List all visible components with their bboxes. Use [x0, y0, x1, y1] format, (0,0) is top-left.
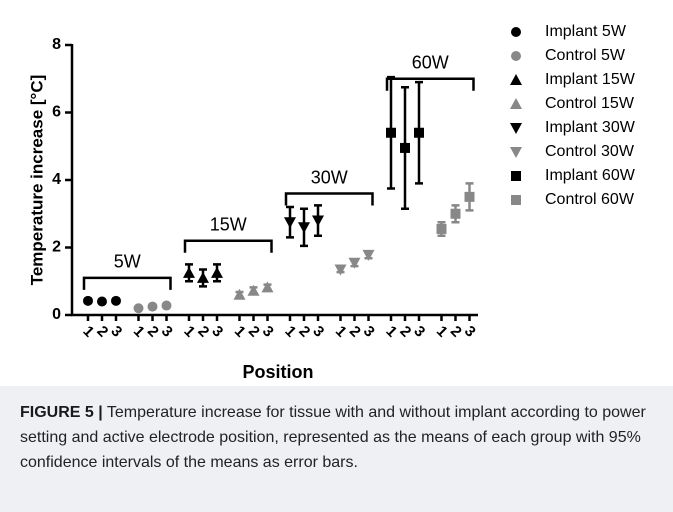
legend-marker [510, 98, 522, 109]
x-tick-label: 3 [208, 323, 226, 341]
x-tick-label: 1 [231, 323, 249, 341]
chart: Temperature increase [°C] Position 0 2 4 6 8… [27, 23, 636, 382]
x-tick-label: 3 [309, 323, 327, 341]
legend-marker [511, 51, 521, 61]
x-tick-label: 2 [93, 323, 111, 341]
x-tick-label: 2 [346, 323, 364, 341]
caption: FIGURE 5 | Temperature increase for tiss… [0, 386, 673, 512]
x-tick-label: 1 [130, 323, 148, 341]
y-tick-label: 8 [52, 36, 61, 53]
x-tick-label: 1 [332, 323, 350, 341]
x-tick-label: 2 [194, 323, 212, 341]
bracket-label: 5W [114, 252, 141, 272]
data-point [436, 223, 447, 234]
data-point [83, 295, 93, 306]
legend-marker [511, 171, 521, 181]
data-point [197, 271, 209, 283]
x-tick-label: 3 [410, 323, 428, 341]
x-tick-label: 3 [360, 323, 378, 341]
x-tick-label: 1 [180, 323, 198, 341]
x-tick-label: 1 [79, 323, 97, 341]
x-tick-label: 2 [396, 323, 414, 341]
x-tick-label: 2 [295, 323, 313, 341]
bracket [82, 276, 172, 290]
caption-text: Temperature increase for tissue with and… [20, 404, 646, 471]
y-tick-label: 4 [52, 171, 61, 188]
data-point [312, 215, 324, 227]
data-point [386, 127, 396, 138]
x-axis-label: Position [243, 362, 314, 382]
data-point [414, 127, 424, 138]
legend-marker [510, 74, 522, 85]
bracket-label: 60W [412, 53, 449, 73]
legend-label: Implant 5W [545, 23, 627, 40]
x-tick-label: 2 [144, 323, 162, 341]
data-point [400, 142, 410, 153]
legend-label: Control 15W [545, 95, 635, 112]
legend-label: Control 60W [545, 191, 635, 208]
bracket-label: 15W [210, 215, 247, 235]
data-point [464, 191, 475, 202]
bracket [385, 77, 475, 91]
data-point [183, 266, 195, 278]
legend-marker [511, 195, 521, 205]
data-point [261, 281, 274, 293]
legend-label: Implant 15W [545, 71, 636, 88]
data-point [133, 303, 144, 314]
bracket [284, 192, 374, 206]
bracket [183, 239, 273, 253]
x-tick-label: 1 [433, 323, 451, 341]
x-tick-label: 1 [281, 323, 299, 341]
y-tick-label: 2 [52, 239, 61, 256]
data-point [334, 264, 347, 276]
data-point [147, 301, 158, 312]
x-tick-label: 2 [245, 323, 263, 341]
x-tick-label: 3 [461, 323, 479, 341]
data-point [450, 208, 461, 219]
legend-marker [511, 27, 521, 37]
data-point [362, 249, 375, 261]
data-point [111, 295, 121, 306]
data-point [97, 296, 107, 307]
data-point [247, 284, 260, 296]
x-tick-label: 1 [382, 323, 400, 341]
data-point [284, 217, 296, 229]
legend-label: Implant 30W [545, 119, 636, 136]
data-point [298, 222, 310, 234]
data-point [161, 300, 172, 311]
caption-label: FIGURE 5 | [20, 404, 103, 421]
x-tick-label: 3 [259, 323, 277, 341]
data-point [233, 288, 246, 300]
x-tick-label: 3 [107, 323, 125, 341]
x-tick-label: 2 [447, 323, 465, 341]
legend-label: Control 5W [545, 47, 626, 64]
legend-marker [510, 123, 522, 134]
legend-marker [510, 147, 522, 158]
data-point [348, 257, 361, 269]
bracket-label: 30W [311, 167, 348, 187]
y-tick-label: 0 [52, 306, 61, 323]
legend-label: Implant 60W [545, 167, 636, 184]
legend-label: Control 30W [545, 143, 635, 160]
x-tick-label: 3 [158, 323, 176, 341]
y-axis-label: Temperature increase [°C] [27, 75, 46, 286]
y-tick-label: 6 [52, 104, 61, 121]
data-point [211, 266, 223, 278]
